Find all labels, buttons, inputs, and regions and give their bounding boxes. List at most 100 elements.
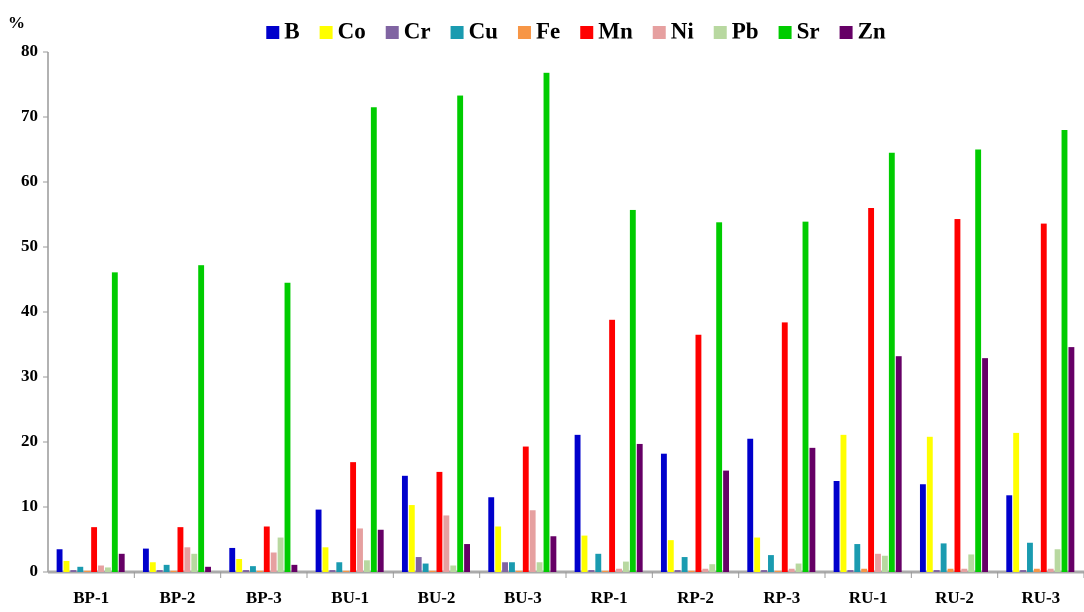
bar bbox=[861, 568, 868, 572]
x-tick-label: BU-3 bbox=[504, 588, 542, 607]
x-tick-label: BP-1 bbox=[73, 588, 109, 607]
bar bbox=[809, 447, 816, 572]
x-tick-label: RU-1 bbox=[849, 588, 888, 607]
x-tick-label: RP-2 bbox=[677, 588, 714, 607]
bar bbox=[415, 557, 422, 572]
bar bbox=[982, 358, 988, 572]
bar bbox=[205, 566, 211, 572]
bar bbox=[70, 570, 77, 572]
bar bbox=[919, 484, 926, 572]
legend-label: Fe bbox=[536, 18, 560, 43]
bar bbox=[895, 356, 902, 572]
bar bbox=[357, 528, 363, 572]
y-tick-label: 70 bbox=[21, 106, 38, 125]
bar bbox=[1061, 130, 1068, 572]
bar bbox=[795, 563, 802, 572]
bar bbox=[588, 570, 595, 572]
bar bbox=[1027, 542, 1033, 572]
bar bbox=[277, 537, 284, 572]
bar bbox=[529, 510, 536, 572]
bar bbox=[191, 553, 198, 572]
bar bbox=[947, 568, 954, 572]
bar bbox=[543, 72, 550, 573]
bar bbox=[1047, 568, 1054, 572]
bar bbox=[515, 570, 522, 572]
legend-swatch bbox=[319, 26, 333, 39]
bar bbox=[443, 515, 450, 572]
y-axis-label: % bbox=[8, 13, 25, 32]
bar bbox=[616, 568, 622, 572]
x-tick-label: BU-1 bbox=[331, 588, 369, 607]
bar bbox=[229, 547, 236, 572]
bar bbox=[723, 470, 729, 572]
bar bbox=[940, 543, 947, 572]
bar bbox=[401, 475, 408, 572]
bar bbox=[184, 547, 191, 572]
bar bbox=[636, 443, 643, 572]
bar bbox=[1054, 549, 1061, 572]
legend-swatch bbox=[385, 26, 399, 39]
bar bbox=[667, 540, 674, 572]
bar bbox=[1040, 223, 1047, 572]
bar bbox=[781, 322, 788, 572]
bar bbox=[243, 570, 249, 572]
x-tick-label: BP-3 bbox=[246, 588, 282, 607]
bar bbox=[550, 536, 557, 572]
bar bbox=[660, 453, 667, 572]
y-tick-label: 60 bbox=[21, 171, 38, 190]
bar bbox=[84, 570, 91, 572]
legend-label: B bbox=[284, 18, 299, 43]
bar bbox=[716, 222, 723, 573]
bar bbox=[370, 107, 377, 572]
bar bbox=[464, 544, 470, 572]
legend-label: Cu bbox=[469, 18, 499, 43]
bar bbox=[363, 560, 370, 572]
x-tick-label: RU-2 bbox=[935, 588, 974, 607]
bar bbox=[98, 565, 104, 572]
bar bbox=[284, 282, 291, 572]
bar bbox=[250, 566, 256, 572]
legend-swatch bbox=[580, 26, 594, 39]
legend-label: Mn bbox=[598, 18, 633, 43]
x-tick-label: BP-2 bbox=[160, 588, 196, 607]
bar bbox=[574, 434, 581, 572]
legend-swatch bbox=[517, 26, 531, 39]
bar bbox=[315, 509, 322, 572]
y-tick-label: 10 bbox=[21, 496, 38, 515]
bar bbox=[881, 555, 888, 572]
bar bbox=[270, 552, 277, 572]
bar bbox=[926, 436, 933, 572]
y-tick-label: 30 bbox=[21, 366, 38, 385]
bar bbox=[236, 559, 243, 572]
x-tick-label: RU-3 bbox=[1021, 588, 1060, 607]
x-tick-label: BU-2 bbox=[418, 588, 456, 607]
bar bbox=[802, 221, 809, 572]
bar bbox=[1013, 432, 1020, 572]
bar bbox=[747, 438, 754, 572]
legend-label: Sr bbox=[797, 18, 820, 43]
bar bbox=[768, 555, 774, 572]
bar bbox=[495, 526, 502, 572]
bar bbox=[322, 547, 329, 572]
y-tick-label: 40 bbox=[21, 301, 38, 320]
bar bbox=[595, 553, 602, 572]
bar bbox=[350, 462, 357, 572]
legend-swatch bbox=[652, 26, 666, 39]
bar bbox=[77, 566, 84, 572]
bar bbox=[788, 568, 795, 572]
bar bbox=[833, 481, 840, 572]
bar bbox=[177, 527, 184, 572]
bar bbox=[170, 570, 177, 572]
y-tick-label: 50 bbox=[21, 236, 38, 255]
bar bbox=[709, 564, 716, 572]
y-tick-label: 80 bbox=[21, 41, 38, 60]
bar bbox=[702, 568, 709, 572]
bar bbox=[142, 548, 149, 572]
bar bbox=[450, 565, 457, 572]
legend-label: Zn bbox=[858, 18, 886, 43]
bar bbox=[681, 557, 688, 572]
bar bbox=[111, 272, 118, 572]
bar bbox=[91, 527, 98, 572]
bar bbox=[1006, 495, 1013, 572]
bar bbox=[1020, 570, 1026, 572]
